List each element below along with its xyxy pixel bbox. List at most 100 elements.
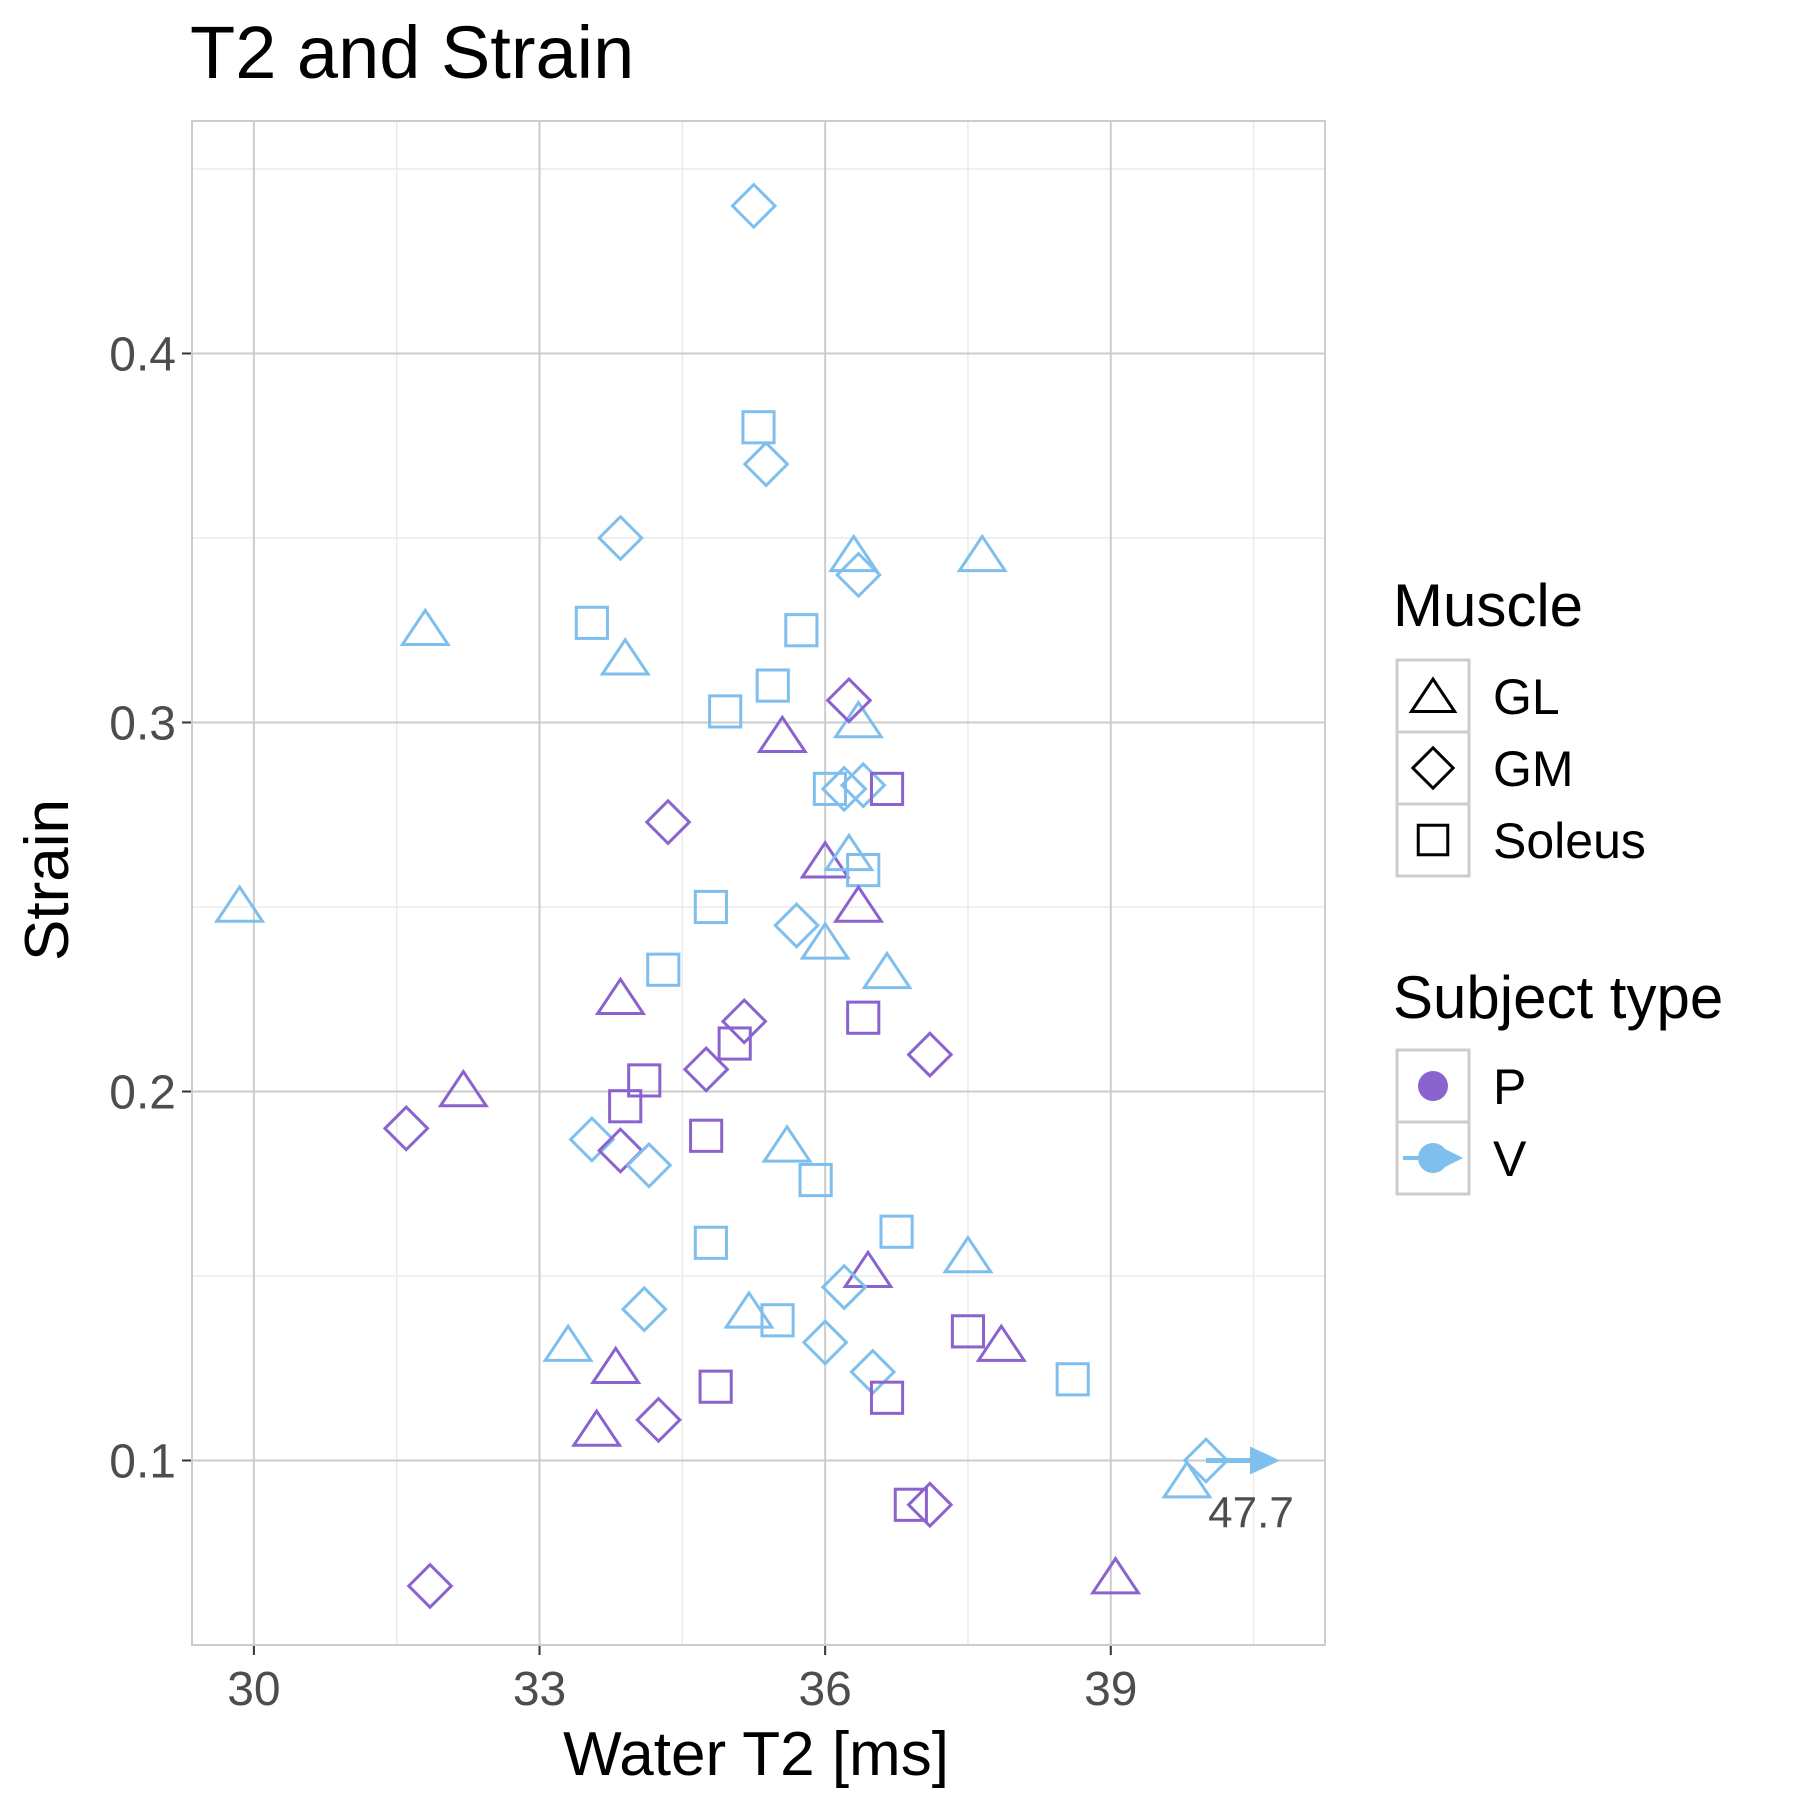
y-tick-label: 0.1 — [109, 1435, 176, 1488]
data-point-triangle-V — [832, 699, 885, 739]
y-tick-label: 0.2 — [109, 1066, 176, 1119]
legend-key-box — [1395, 802, 1471, 878]
data-point-diamond-V — [839, 761, 887, 809]
data-point-diamond-V — [1182, 1437, 1230, 1484]
data-point-square-V — [693, 889, 728, 925]
legend-key-box — [1395, 658, 1471, 734]
x-tick-label: 36 — [798, 1663, 851, 1716]
grid-lines — [192, 121, 1325, 1645]
data-point-triangle-P — [590, 1345, 642, 1384]
plot-panel-border — [191, 120, 1326, 1646]
y-tick-label: 0.3 — [109, 697, 176, 750]
legend-item-label: P — [1493, 1059, 1526, 1115]
data-point-diamond-V — [801, 1319, 849, 1366]
legend-muscle: Muscle GL GM Soleus — [1393, 572, 1646, 878]
data-point-diamond-P — [644, 798, 692, 846]
data-point-square-V — [798, 1162, 833, 1198]
data-point-diamond-P — [382, 1104, 430, 1152]
data-point-square-P — [698, 1369, 733, 1404]
data-point-diamond-P — [597, 1127, 644, 1174]
data-point-diamond-V — [568, 1116, 616, 1163]
legend-symbol-soleus — [1416, 823, 1450, 857]
data-point-triangle-P — [571, 1408, 623, 1447]
data-point-square-P — [869, 1380, 905, 1415]
data-point-triangle-P — [756, 714, 808, 753]
data-point-triangle-V — [942, 1234, 994, 1274]
data-point-diamond-V — [597, 514, 644, 562]
data-point-square-V — [784, 613, 819, 648]
data-point-square-V — [1055, 1362, 1090, 1397]
data-point-diamond-V — [835, 551, 882, 599]
data-point-triangle-V — [761, 1124, 813, 1163]
y-axis-label: Strain — [13, 799, 82, 961]
x-tick-label: 39 — [1084, 1663, 1137, 1716]
data-point-diamond-V — [620, 1285, 668, 1333]
legend-arrow-head — [1435, 1144, 1463, 1172]
data-points — [214, 182, 1230, 1610]
data-point-diamond-P — [906, 1481, 954, 1529]
data-point-triangle-V — [542, 1323, 594, 1362]
data-point-triangle-P — [437, 1068, 489, 1108]
data-point-triangle-V — [799, 921, 851, 960]
data-point-diamond-V — [820, 1263, 868, 1311]
x-axis-label: Water T2 [ms] — [563, 1720, 949, 1789]
data-point-square-P — [608, 1089, 643, 1124]
data-point-diamond-P — [825, 676, 873, 724]
data-point-triangle-P — [975, 1323, 1027, 1362]
data-point-square-P — [846, 1000, 881, 1035]
data-point-square-P — [689, 1118, 724, 1153]
data-point-triangle-V — [399, 607, 451, 646]
x-tick-label: 33 — [513, 1663, 566, 1716]
data-point-diamond-P — [406, 1562, 454, 1610]
data-point-square-P — [869, 771, 905, 806]
data-point-square-V — [760, 1303, 795, 1338]
chart-title: T2 and Strain — [190, 11, 634, 94]
data-point-triangle-V — [723, 1290, 775, 1329]
data-point-diamond-V — [625, 1141, 673, 1189]
data-point-triangle-V — [214, 884, 266, 923]
legend-subject-type: Subject type PV — [1393, 964, 1723, 1196]
data-point-square-V — [812, 771, 847, 806]
data-point-diamond-V — [820, 765, 868, 813]
data-point-square-V — [574, 605, 609, 640]
data-point-diamond-P — [906, 1031, 954, 1078]
legend-symbol-p — [1418, 1071, 1448, 1101]
legend-item-label: GL — [1493, 669, 1560, 725]
legend-item-label: GM — [1493, 741, 1574, 797]
data-point-diamond-V — [730, 182, 778, 230]
legend-key-box — [1395, 730, 1471, 806]
data-point-triangle-P — [842, 1249, 894, 1289]
data-point-triangle-P — [1089, 1555, 1142, 1595]
data-point-square-P — [717, 1026, 752, 1061]
data-point-triangle-P — [799, 840, 851, 879]
data-point-diamond-P — [635, 1396, 682, 1444]
data-point-triangle-P — [832, 884, 885, 923]
legend-item-label: Soleus — [1493, 813, 1646, 869]
data-point-square-V — [708, 694, 743, 729]
data-point-square-V — [741, 410, 776, 445]
y-tick-label: 0.4 — [109, 328, 176, 381]
data-point-diamond-P — [682, 1045, 730, 1093]
x-tick-label: 30 — [227, 1663, 280, 1716]
data-point-triangle-V — [956, 533, 1008, 573]
data-point-triangle-V — [828, 533, 880, 573]
annotations: 47.7 — [1205, 1446, 1294, 1537]
legend-symbol-gl — [1408, 676, 1458, 713]
data-point-square-P — [893, 1487, 928, 1522]
data-point-triangle-V — [599, 637, 651, 676]
data-point-diamond-P — [720, 997, 768, 1045]
legend-subject-title: Subject type — [1393, 964, 1723, 1031]
data-point-square-V — [646, 952, 681, 987]
data-point-square-V — [693, 1225, 728, 1260]
data-point-triangle-V — [861, 950, 913, 990]
data-point-diamond-V — [742, 440, 790, 488]
data-point-square-V — [846, 853, 881, 888]
data-point-diamond-V — [773, 902, 820, 949]
data-point-square-P — [627, 1063, 662, 1098]
data-point-square-V — [879, 1214, 914, 1249]
axes: 0.1 0.2 0.3 0.4 30 33 36 39 — [109, 120, 1326, 1716]
outlier-value-label: 47.7 — [1208, 1488, 1294, 1537]
outlier-arrow-head — [1249, 1446, 1280, 1475]
